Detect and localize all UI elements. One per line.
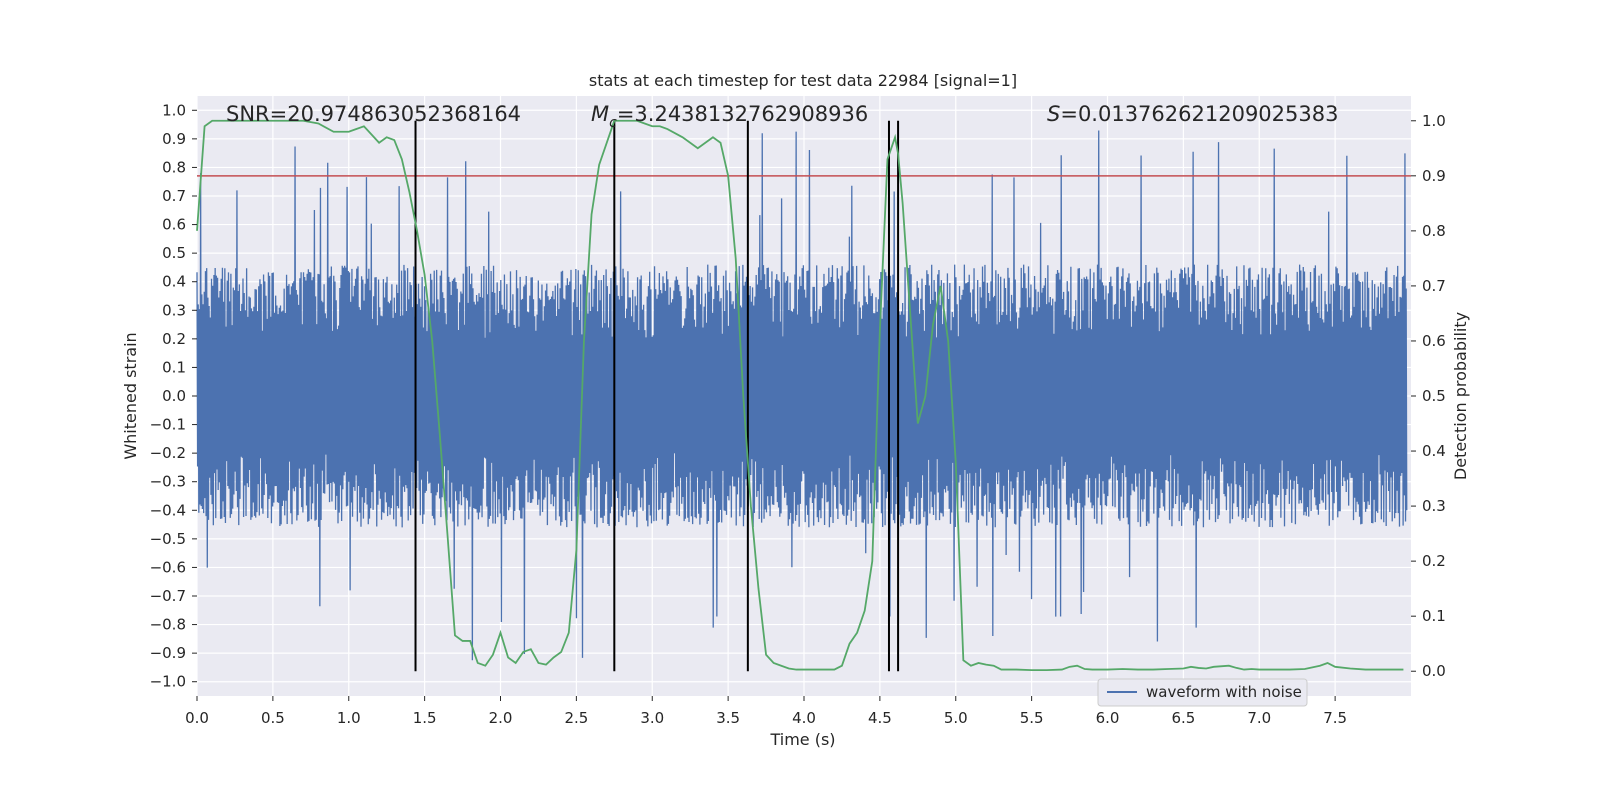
chart-title: stats at each timestep for test data 229… [589,71,1017,90]
y-left-tick-label: −0.9 [150,644,186,662]
left-axis: 1.0 0.9 0.8 0.7 0.6 0.5 0.4 0.3 0.2 0.1 0.0 −0.1 −0.… [150,101,197,691]
y-left-tick-label: 0.1 [162,358,186,376]
y-right-tick-label: 1.0 [1422,112,1446,130]
x-tick-label: 7.0 [1247,709,1271,727]
s-value: =0.013762621209025383 [1060,102,1338,126]
s-symbol: S [1047,102,1060,126]
y-right-tick-label: 0.4 [1422,442,1446,460]
x-tick-label: 4.5 [868,709,892,727]
waveform-line [196,130,1408,661]
right-axis: 1.0 0.9 0.8 0.7 0.6 0.5 0.4 0.3 0.2 0.1 0.0 [1411,112,1446,680]
x-tick-label: 2.0 [489,709,513,727]
y-right-tick-label: 0.3 [1422,497,1446,515]
x-tick-label: 1.5 [413,709,437,727]
y-right-tick-label: 0.7 [1422,277,1446,295]
s-annotation: S=0.013762621209025383 [1047,102,1338,126]
y-axis-label-right: Detection probability [1451,312,1470,480]
y-right-tick-label: 0.5 [1422,387,1446,405]
y-left-tick-label: −0.2 [150,444,186,462]
snr-annotation: SNR=20.974863052368164 [226,102,521,126]
x-tick-label: 0.5 [261,709,285,727]
y-left-tick-label: 0.9 [162,130,186,148]
y-right-tick-label: 0.8 [1422,222,1446,240]
x-tick-label: 1.0 [337,709,361,727]
x-tick-label: 3.0 [640,709,664,727]
x-tick-label: 7.5 [1323,709,1347,727]
y-left-tick-label: 0.3 [162,301,186,319]
marker-lines [414,120,900,672]
legend-label: waveform with noise [1146,683,1302,701]
y-right-tick-label: 0.0 [1422,662,1446,680]
legend: waveform with noise [1097,678,1308,707]
mc-value: =3.2438132762908936 [617,102,868,126]
legend-box [1097,678,1308,707]
x-tick-label: 0.0 [185,709,209,727]
x-axis: 0.0 0.5 1.0 1.5 2.0 2.5 3.0 3.5 4.0 4.5 5.0 5.5 6.0 6… [185,696,1347,727]
y-left-tick-label: −0.5 [150,530,186,548]
x-tick-label: 5.5 [1020,709,1044,727]
y-left-tick-label: −0.8 [150,616,186,634]
y-right-tick-label: 0.9 [1422,167,1446,185]
x-tick-label: 4.0 [792,709,816,727]
y-left-tick-label: 0.5 [162,244,186,262]
y-left-tick-label: −0.1 [150,416,186,434]
y-left-tick-label: −0.7 [150,587,186,605]
y-left-tick-label: −1.0 [150,673,186,691]
y-axis-label-left: Whitened strain [121,332,140,459]
chirp-mass-annotation: Mc=3.2438132762908936 [591,102,868,131]
x-tick-label: 3.5 [716,709,740,727]
y-right-tick-label: 0.6 [1422,332,1446,350]
x-tick-label: 5.0 [944,709,968,727]
x-tick-label: 6.0 [1096,709,1120,727]
y-left-tick-label: 0.7 [162,187,186,205]
y-left-tick-label: 0.2 [162,330,186,348]
x-tick-label: 2.5 [564,709,588,727]
y-left-tick-label: 0.6 [162,216,186,234]
y-left-tick-label: −0.3 [150,473,186,491]
y-right-tick-label: 0.2 [1422,552,1446,570]
y-left-tick-label: 0.4 [162,273,186,291]
y-left-tick-label: 1.0 [162,101,186,119]
detection-probability-line [196,119,1404,672]
y-right-tick-label: 0.1 [1422,607,1446,625]
y-left-tick-label: −0.6 [150,558,186,576]
waveform-series [196,130,1408,661]
y-left-tick-label: −0.4 [150,501,186,519]
y-left-tick-label: 0.0 [162,387,186,405]
mc-symbol: M [591,102,609,126]
x-axis-label: Time (s) [769,730,835,749]
mc-subscript: c [609,115,617,131]
y-left-tick-label: 0.8 [162,158,186,176]
x-tick-label: 6.5 [1171,709,1195,727]
